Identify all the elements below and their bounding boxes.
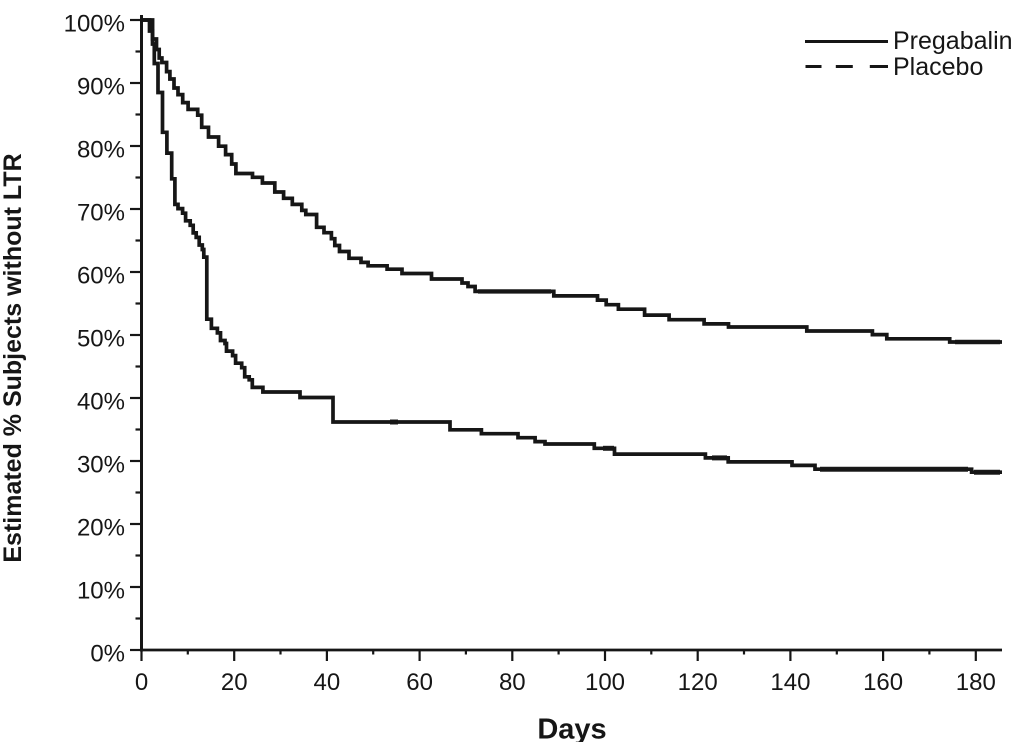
svg-text:100: 100	[585, 669, 625, 696]
svg-text:50%: 50%	[77, 326, 125, 353]
svg-text:60: 60	[406, 669, 433, 696]
svg-text:Placebo: Placebo	[893, 53, 983, 81]
svg-text:140: 140	[770, 669, 810, 696]
svg-text:80%: 80%	[77, 137, 125, 164]
svg-text:180: 180	[956, 669, 996, 696]
svg-text:20%: 20%	[77, 515, 125, 542]
svg-text:160: 160	[863, 669, 903, 696]
svg-text:120: 120	[678, 669, 718, 696]
svg-text:30%: 30%	[77, 452, 125, 479]
svg-text:100%: 100%	[64, 11, 125, 38]
svg-text:Pregabalin: Pregabalin	[893, 27, 1013, 55]
svg-text:80: 80	[499, 669, 526, 696]
svg-text:Estimated % Subjects without L: Estimated % Subjects without LTR	[0, 153, 27, 562]
svg-text:Days: Days	[537, 714, 606, 742]
svg-text:0%: 0%	[90, 641, 125, 668]
svg-text:90%: 90%	[77, 74, 125, 101]
svg-text:40%: 40%	[77, 389, 125, 416]
svg-text:60%: 60%	[77, 263, 125, 290]
svg-text:40: 40	[314, 669, 341, 696]
svg-text:20: 20	[221, 669, 248, 696]
svg-text:0: 0	[135, 669, 148, 696]
svg-text:70%: 70%	[77, 200, 125, 227]
svg-text:10%: 10%	[77, 578, 125, 605]
